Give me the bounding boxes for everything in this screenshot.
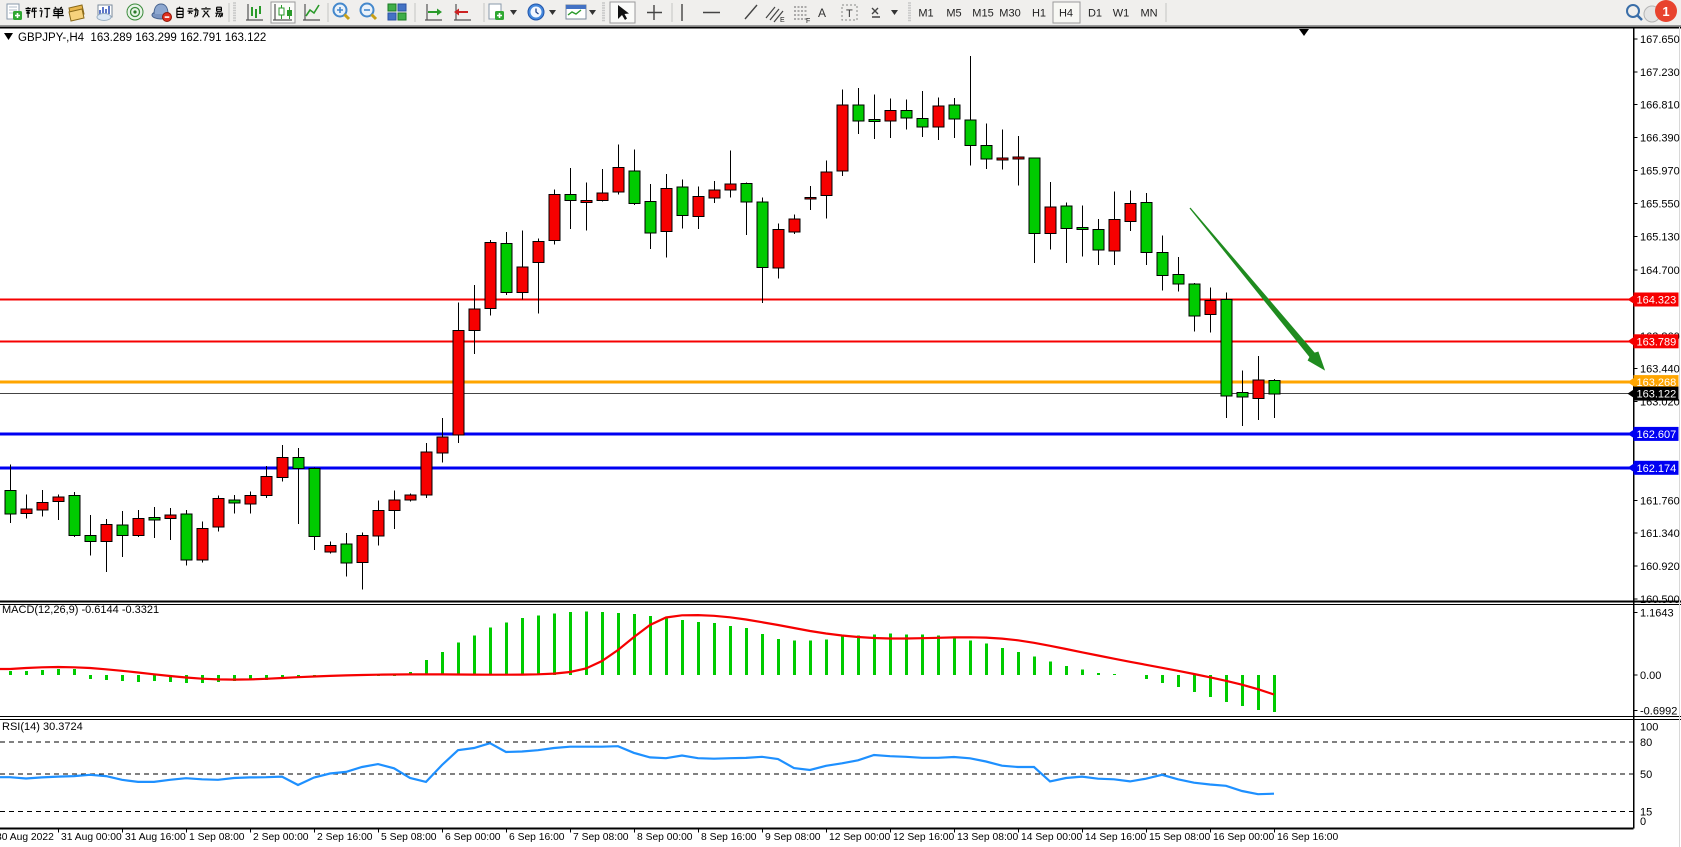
svg-text:162.174: 162.174 xyxy=(1637,463,1677,475)
svg-text:165.550: 165.550 xyxy=(1640,198,1680,210)
svg-text:161.760: 161.760 xyxy=(1640,495,1680,507)
svg-text:1.1643: 1.1643 xyxy=(1640,608,1674,620)
svg-text:160.500: 160.500 xyxy=(1640,594,1680,606)
svg-text:9 Sep 08:00: 9 Sep 08:00 xyxy=(765,832,821,843)
svg-text:-0.6992: -0.6992 xyxy=(1640,706,1677,718)
svg-text:H4: H4 xyxy=(1059,8,1073,20)
svg-text:MACD(12,26,9) -0.6144 -0.3321: MACD(12,26,9) -0.6144 -0.3321 xyxy=(2,604,159,616)
svg-text:167.650: 167.650 xyxy=(1640,34,1680,46)
svg-text:166.810: 166.810 xyxy=(1640,100,1680,112)
svg-text:E: E xyxy=(780,17,785,24)
svg-text:31 Aug 00:00: 31 Aug 00:00 xyxy=(61,832,122,843)
svg-text:80: 80 xyxy=(1640,737,1652,749)
svg-text:2 Sep 16:00: 2 Sep 16:00 xyxy=(317,832,373,843)
svg-text:161.340: 161.340 xyxy=(1640,528,1680,540)
svg-text:165.130: 165.130 xyxy=(1640,231,1680,243)
svg-text:M5: M5 xyxy=(946,8,961,20)
svg-text:2 Sep 00:00: 2 Sep 00:00 xyxy=(253,832,309,843)
svg-text:164.700: 164.700 xyxy=(1640,265,1680,277)
svg-text:14 Sep 00:00: 14 Sep 00:00 xyxy=(1021,832,1083,843)
svg-text:1: 1 xyxy=(1662,4,1669,19)
svg-text:GBPJPY-,H4 163.289 163.299 16: GBPJPY-,H4 163.289 163.299 162.791 163.1… xyxy=(18,32,266,44)
svg-text:16 Sep 16:00: 16 Sep 16:00 xyxy=(1277,832,1339,843)
svg-text:F: F xyxy=(806,18,810,25)
svg-text:163.268: 163.268 xyxy=(1637,377,1677,389)
svg-text:M30: M30 xyxy=(999,8,1020,20)
svg-text:15: 15 xyxy=(1640,806,1652,818)
svg-text:163.440: 163.440 xyxy=(1640,364,1680,376)
svg-text:163.789: 163.789 xyxy=(1637,336,1677,348)
svg-text:M15: M15 xyxy=(972,8,993,20)
svg-text:8 Sep 00:00: 8 Sep 00:00 xyxy=(637,832,693,843)
svg-text:166.390: 166.390 xyxy=(1640,133,1680,145)
svg-text:16 Sep 00:00: 16 Sep 00:00 xyxy=(1213,832,1275,843)
svg-text:A: A xyxy=(818,6,826,20)
svg-text:165.970: 165.970 xyxy=(1640,166,1680,178)
svg-text:0: 0 xyxy=(1640,816,1646,828)
svg-text:6 Sep 00:00: 6 Sep 00:00 xyxy=(445,832,501,843)
svg-text:D1: D1 xyxy=(1088,8,1102,20)
svg-text:31 Aug 16:00: 31 Aug 16:00 xyxy=(125,832,186,843)
svg-text:12 Sep 00:00: 12 Sep 00:00 xyxy=(829,832,891,843)
svg-text:8 Sep 16:00: 8 Sep 16:00 xyxy=(701,832,757,843)
svg-text:7 Sep 08:00: 7 Sep 08:00 xyxy=(573,832,629,843)
svg-text:M1: M1 xyxy=(918,8,933,20)
svg-text:MN: MN xyxy=(1140,8,1157,20)
svg-text:50: 50 xyxy=(1640,769,1652,781)
svg-text:6 Sep 16:00: 6 Sep 16:00 xyxy=(509,832,565,843)
svg-text:30 Aug 2022: 30 Aug 2022 xyxy=(0,832,54,843)
svg-text:15 Sep 08:00: 15 Sep 08:00 xyxy=(1149,832,1211,843)
svg-text:163.122: 163.122 xyxy=(1637,389,1677,401)
svg-text:W1: W1 xyxy=(1113,8,1130,20)
svg-text:H1: H1 xyxy=(1032,8,1046,20)
svg-text:14 Sep 16:00: 14 Sep 16:00 xyxy=(1085,832,1147,843)
svg-text:12 Sep 16:00: 12 Sep 16:00 xyxy=(893,832,955,843)
svg-text:167.230: 167.230 xyxy=(1640,67,1680,79)
svg-text:160.920: 160.920 xyxy=(1640,561,1680,573)
svg-text:5 Sep 08:00: 5 Sep 08:00 xyxy=(381,832,437,843)
svg-text:T: T xyxy=(846,8,853,20)
svg-text:RSI(14) 30.3724: RSI(14) 30.3724 xyxy=(2,721,83,733)
svg-text:13 Sep 08:00: 13 Sep 08:00 xyxy=(957,832,1019,843)
svg-text:100: 100 xyxy=(1640,722,1658,734)
svg-text:0.00: 0.00 xyxy=(1640,670,1661,682)
svg-text:164.323: 164.323 xyxy=(1637,295,1677,307)
svg-text:1 Sep 08:00: 1 Sep 08:00 xyxy=(189,832,245,843)
svg-text:162.607: 162.607 xyxy=(1637,429,1677,441)
